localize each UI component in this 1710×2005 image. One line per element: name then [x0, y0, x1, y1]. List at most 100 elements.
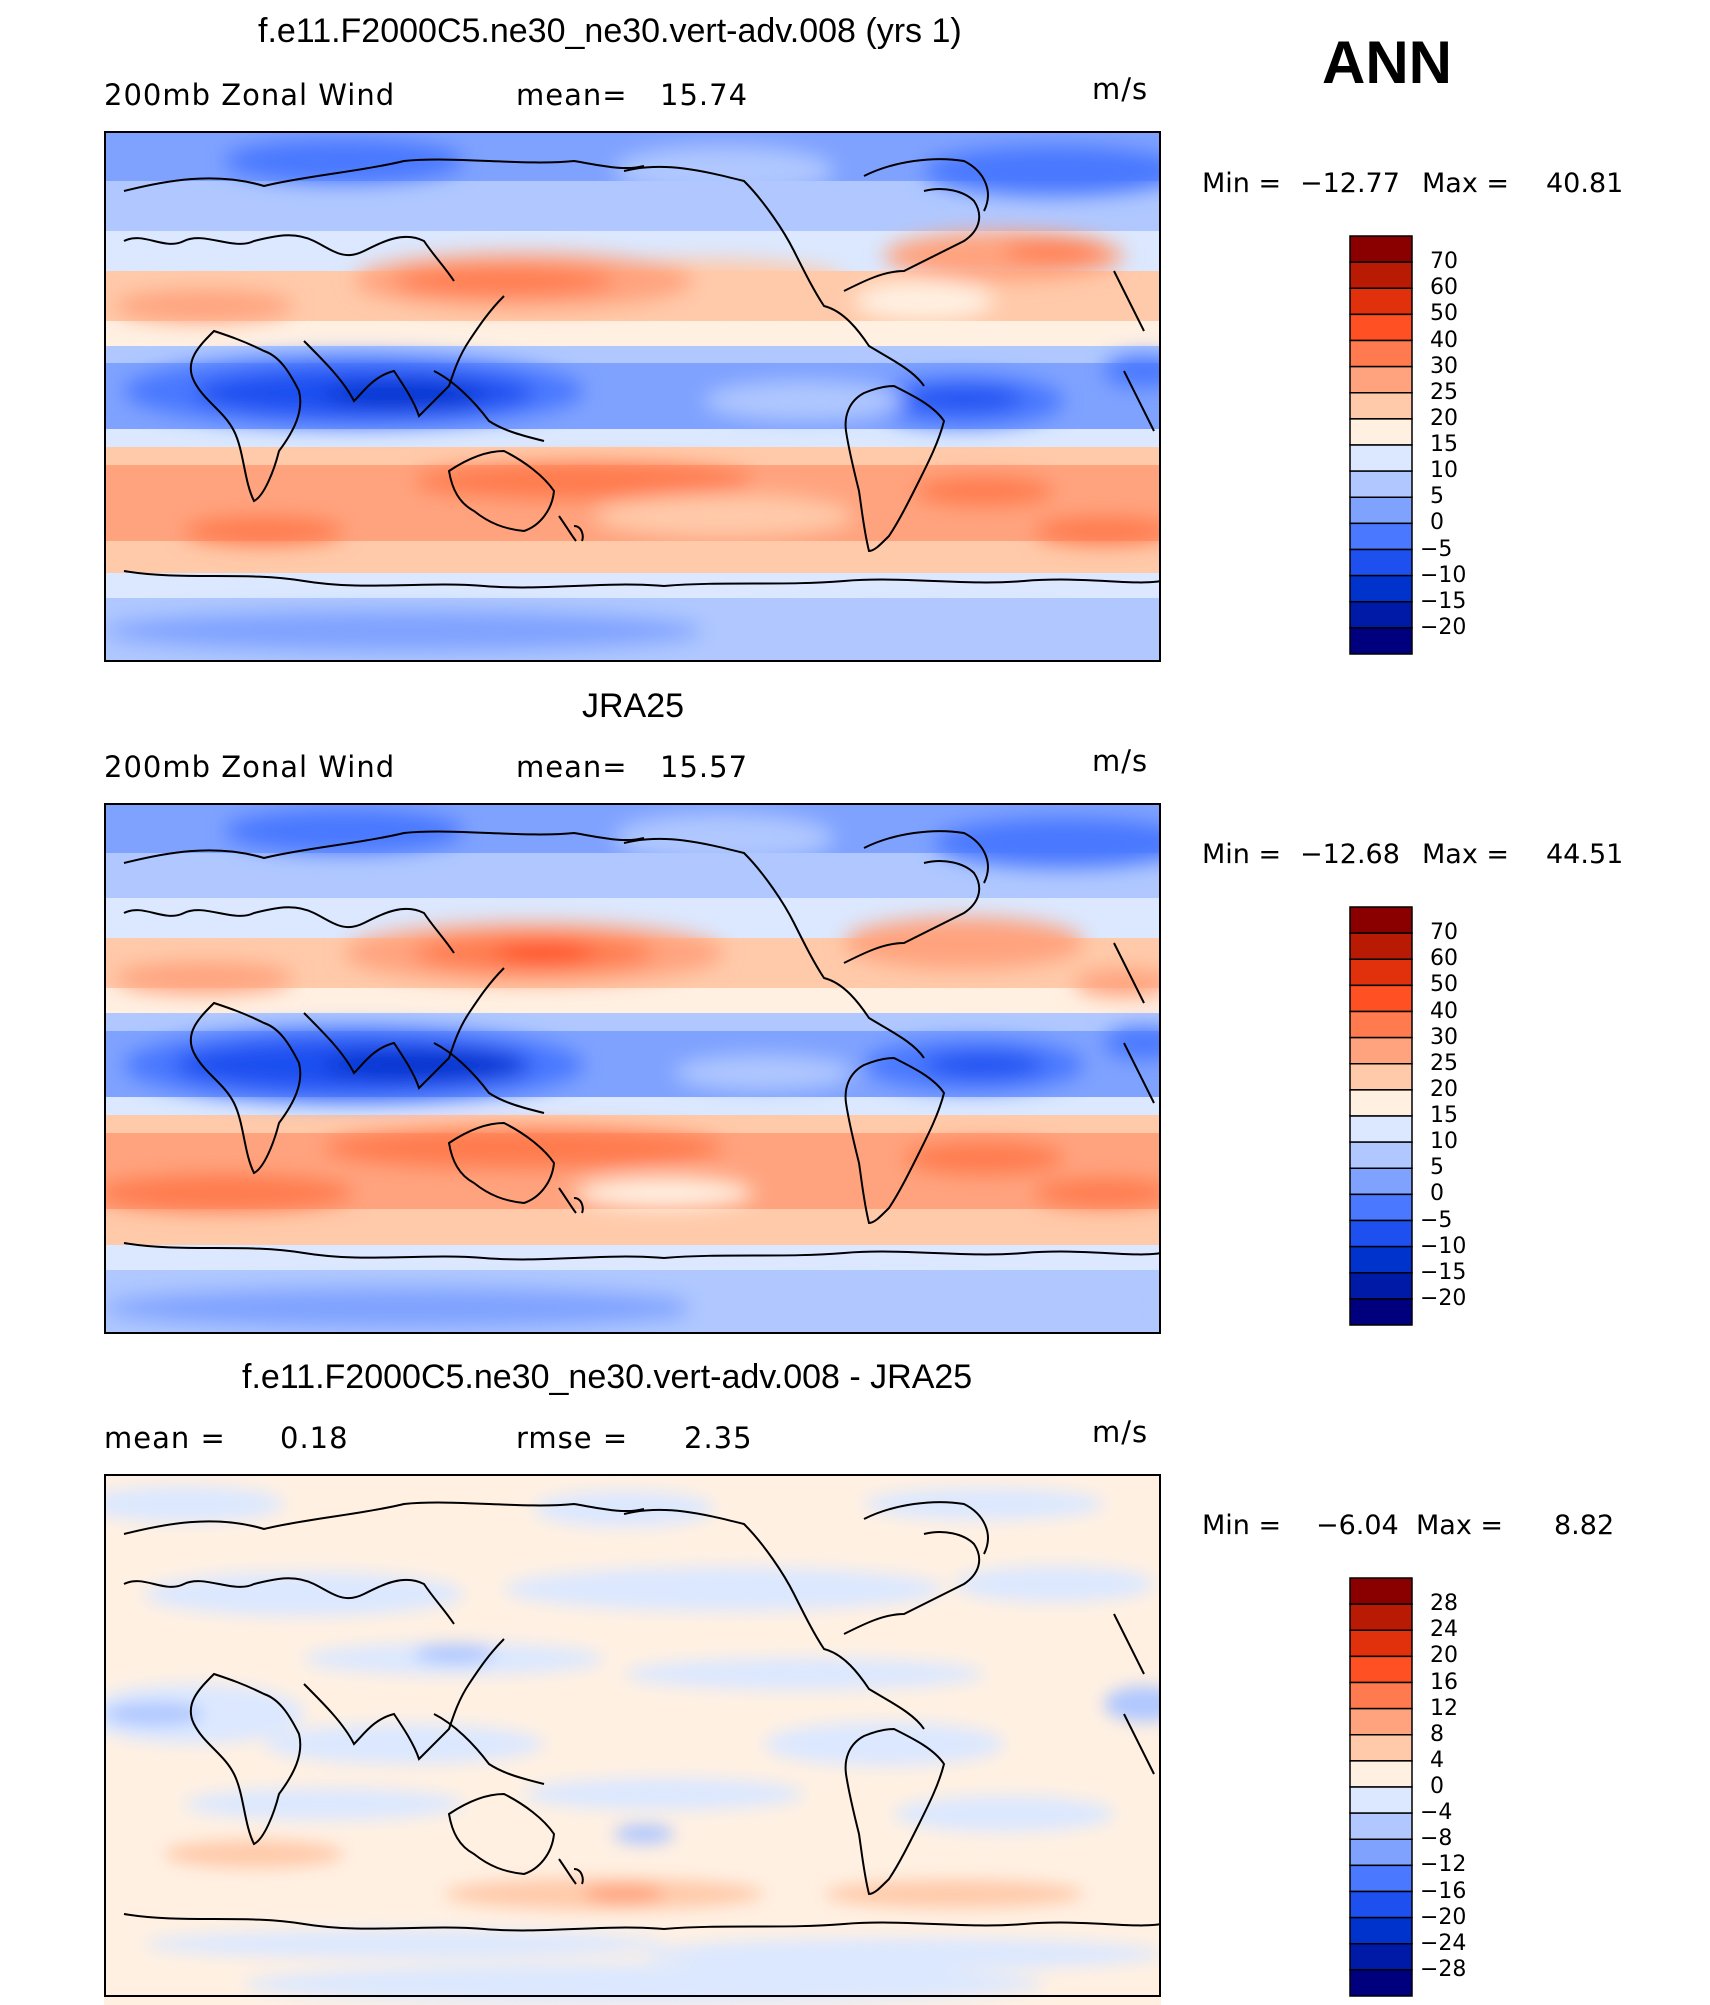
colorbar-box	[1349, 365, 1413, 394]
colorbar-box	[1349, 261, 1413, 289]
colorbar-tick-label: 4	[1430, 1747, 1444, 1773]
colorbar-tick-label: −16	[1420, 1878, 1467, 1904]
colorbar-box	[1349, 1812, 1413, 1840]
colorbar-box	[1349, 1219, 1413, 1248]
panel-2-map	[104, 803, 1161, 1334]
panel-2-variable-label: 200mb Zonal Wind	[104, 750, 396, 784]
panel-1-min-label: Min =	[1202, 168, 1282, 199]
colorbar-box	[1349, 1272, 1413, 1300]
colorbar-tick-label: 0	[1430, 1181, 1444, 1207]
colorbar-tick-label: 0	[1430, 510, 1444, 536]
colorbar-box	[1349, 1629, 1413, 1658]
coastlines	[123, 830, 1161, 1261]
band-jet-south-edge	[104, 1115, 1161, 1137]
panel-3-map	[104, 1474, 1161, 2005]
panel-2-title: JRA25	[582, 687, 685, 725]
colorbar-box	[1349, 1141, 1413, 1169]
panel-2-colorbar-labels: 70 60 50 40 30 25 20 15 10 5 0 −5 −10 −15 −20	[1420, 907, 1500, 1325]
colorbar-tick-label: −5	[1420, 536, 1453, 562]
colorbar-tick-label: 5	[1430, 1155, 1444, 1181]
colorbar-box	[1349, 418, 1413, 446]
colorbar-tick-label: −10	[1420, 1233, 1467, 1259]
colorbar-box	[1349, 522, 1413, 551]
colorbar-box	[1349, 1916, 1413, 1945]
colorbar-box	[1349, 1603, 1413, 1631]
panel-1-colorbar-labels: 70 60 50 40 30 25 20 15 10 5 0 −5 −10 −15 −20	[1420, 236, 1500, 654]
colorbar-box	[1349, 1193, 1413, 1222]
band-tropics-south-edge	[104, 429, 1161, 451]
panel-1-max-label: Max =	[1422, 168, 1510, 199]
colorbar-box	[1349, 574, 1413, 603]
colorbar-tick-label: 30	[1430, 353, 1458, 379]
colorbar-box	[1349, 470, 1413, 498]
colorbar-box	[1349, 1838, 1413, 1867]
colorbar-tick-label: 10	[1430, 458, 1458, 484]
colorbar-box	[1349, 1864, 1413, 1893]
colorbar-tick-label: −4	[1420, 1800, 1453, 1826]
colorbar-box	[1349, 627, 1413, 655]
colorbar-tick-label: 40	[1430, 998, 1458, 1024]
colorbar-box	[1349, 1681, 1413, 1710]
colorbar-tick-label: 30	[1430, 1024, 1458, 1050]
colorbar-tick-label: 0	[1430, 1774, 1444, 1799]
colorbar-box	[1349, 906, 1413, 934]
colorbar-box	[1349, 1786, 1413, 1814]
colorbar-box	[1349, 1890, 1413, 1919]
colorbar-box	[1349, 235, 1413, 263]
panel-1-colorbar	[1349, 235, 1413, 655]
panel-3-rmse-label: rmse =	[516, 1421, 629, 1455]
colorbar-tick-label: 20	[1430, 1076, 1458, 1102]
colorbar-tick-label: 16	[1430, 1669, 1458, 1695]
colorbar-box	[1349, 1245, 1413, 1274]
colorbar-box	[1349, 392, 1413, 420]
panel-1-map	[104, 131, 1161, 662]
colorbar-tick-label: −20	[1420, 1285, 1467, 1311]
panel-1-variable-label: 200mb Zonal Wind	[104, 78, 396, 112]
colorbar-box	[1349, 1734, 1413, 1762]
panel-2-mean-label: mean=	[516, 750, 628, 784]
colorbar-box	[1349, 601, 1413, 629]
band-jet-south-poleward	[104, 1209, 1161, 1249]
panel-3-min-value: −6.04	[1316, 1510, 1399, 1541]
colorbar-tick-label: 8	[1430, 1721, 1444, 1747]
colorbar-tick-label: 70	[1430, 920, 1458, 946]
colorbar-tick-label: 20	[1430, 1643, 1458, 1669]
colorbar-box	[1349, 1655, 1413, 1684]
colorbar-tick-label: 5	[1430, 484, 1444, 510]
colorbar-tick-label: −28	[1420, 1956, 1467, 1982]
colorbar-box	[1349, 1707, 1413, 1736]
colorbar-tick-label: 12	[1430, 1695, 1458, 1721]
colorbar-tick-label: 25	[1430, 379, 1458, 405]
colorbar-tick-label: −10	[1420, 562, 1467, 588]
colorbar-box	[1349, 1969, 1413, 1997]
colorbar-tick-label: 15	[1430, 432, 1458, 457]
coastlines	[123, 1501, 1161, 1932]
season-label: ANN	[1322, 29, 1452, 96]
colorbar-box	[1349, 1089, 1413, 1117]
band-jet-south-edge	[104, 447, 1161, 469]
colorbar-tick-label: −20	[1420, 614, 1467, 640]
colorbar-tick-label: 70	[1430, 249, 1458, 275]
colorbar-box	[1349, 958, 1413, 987]
panel-3-min-label: Min =	[1202, 1510, 1282, 1541]
colorbar-tick-label: −5	[1420, 1207, 1453, 1233]
panel-1-max-value: 40.81	[1546, 168, 1624, 199]
panel-3-units: m/s	[1092, 1415, 1149, 1449]
band-jet-south-poleward	[104, 541, 1161, 576]
panel-2-mean-value: 15.57	[660, 750, 749, 784]
colorbar-box	[1349, 313, 1413, 342]
colorbar-tick-label: −15	[1420, 1259, 1467, 1285]
colorbar-tick-label: 50	[1430, 301, 1458, 327]
colorbar-tick-label: 60	[1430, 275, 1458, 301]
colorbar-tick-label: −20	[1420, 1904, 1467, 1930]
panel-2-max-value: 44.51	[1546, 839, 1624, 870]
colorbar-box	[1349, 1010, 1413, 1039]
colorbar-box	[1349, 1298, 1413, 1326]
panel-3-max-label: Max =	[1416, 1510, 1504, 1541]
colorbar-tick-label: 40	[1430, 327, 1458, 353]
colorbar-tick-label: −24	[1420, 1930, 1467, 1956]
panel-1-mean-value: 15.74	[660, 78, 749, 112]
panel-2-min-value: −12.68	[1300, 839, 1400, 870]
panel-1-title: f.e11.F2000C5.ne30_ne30.vert-adv.008 (yr…	[258, 12, 962, 50]
colorbar-box	[1349, 984, 1413, 1013]
